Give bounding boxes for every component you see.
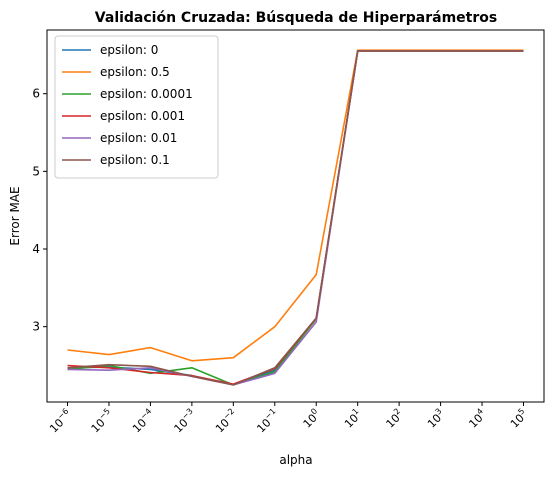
series-layer [67,49,524,386]
y-tick-label: 4 [32,242,40,256]
y-axis-label: Error MAE [8,186,22,245]
legend-entry: epsilon: 0.01 [100,131,177,145]
legend-entry: epsilon: 0.001 [100,109,185,123]
y-tick-label: 5 [32,164,40,178]
x-tick-label: 10−1 [253,407,282,436]
x-tick-label: 100 [299,407,323,431]
legend-entry: epsilon: 0.0001 [100,87,193,101]
legend: epsilon: 0 epsilon: 0.5 epsilon: 0.0001 eps… [54,35,219,179]
x-axis-label: alpha [279,453,312,467]
chart-title: Validación Cruzada: Búsqueda de Hiperpar… [95,10,497,26]
y-tick-label: 3 [32,320,40,334]
x-tick-label: 105 [506,407,530,431]
x-tick-label: 101 [341,407,365,431]
legend-box [54,35,219,179]
y-tick-label: 6 [32,87,40,101]
x-tick-label: 10−6 [46,407,75,436]
x-tick-label: 10−3 [170,407,199,436]
legend-entry: epsilon: 0.1 [100,153,170,167]
x-tick-label: 103 [424,407,448,431]
legend-entry: epsilon: 0 [100,43,158,57]
x-tick-label: 102 [382,407,406,431]
x-tick-label: 10−4 [129,407,158,436]
x-tick-label: 104 [465,407,489,431]
x-tick-label: 10−5 [87,407,116,436]
legend-entry: epsilon: 0.5 [100,65,170,79]
x-axis: 10−6 10−5 10−4 10−3 10−2 10−1 100 101 102 103 104 1… [46,402,530,436]
series-line-5 [67,50,524,386]
y-axis: 3 4 5 6 [32,87,47,334]
x-tick-label: 10−2 [212,407,241,436]
